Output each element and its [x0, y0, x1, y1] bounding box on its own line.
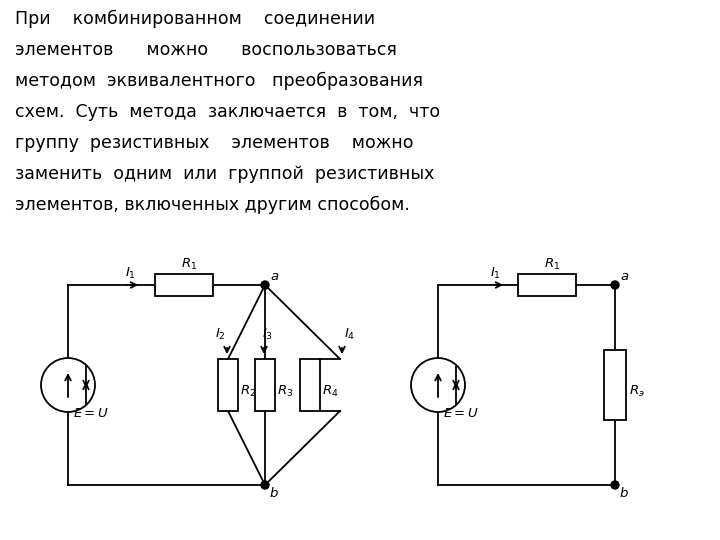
Text: При    комбинированном    соединении: При комбинированном соединении [15, 10, 375, 28]
Text: $R_2$: $R_2$ [240, 383, 256, 399]
Text: a: a [270, 270, 278, 283]
Bar [604, 350, 626, 420]
Text: $R_1$: $R_1$ [544, 257, 560, 272]
Bar [518, 274, 576, 296]
Circle shape [41, 358, 95, 412]
Circle shape [261, 481, 269, 489]
Text: a: a [620, 270, 628, 283]
Text: схем.  Суть  метода  заключается  в  том,  что: схем. Суть метода заключается в том, что [15, 103, 440, 121]
Text: $I_1$: $I_1$ [490, 266, 501, 281]
Text: методом  эквивалентного   преобразования: методом эквивалентного преобразования [15, 72, 423, 90]
Text: заменить  одним  или  группой  резистивных: заменить одним или группой резистивных [15, 165, 434, 183]
Text: $I_1$: $I_1$ [125, 266, 136, 281]
Circle shape [261, 281, 269, 289]
Text: b: b [620, 487, 629, 500]
Text: $R_3$: $R_3$ [277, 383, 293, 399]
Bar [300, 359, 320, 411]
Bar [155, 274, 213, 296]
Bar [218, 359, 238, 411]
Text: $R_4$: $R_4$ [322, 383, 338, 399]
Text: $I_4$: $I_4$ [344, 327, 355, 342]
Text: группу  резистивных    элементов    можно: группу резистивных элементов можно [15, 134, 413, 152]
Text: элементов, включенных другим способом.: элементов, включенных другим способом. [15, 196, 410, 214]
Bar [255, 359, 275, 411]
Text: $R_1$: $R_1$ [181, 257, 197, 272]
Circle shape [411, 358, 465, 412]
Circle shape [611, 281, 619, 289]
Text: b: b [270, 487, 279, 500]
Text: $R_э$: $R_э$ [629, 383, 645, 399]
Text: $I_3$: $I_3$ [262, 327, 273, 342]
Text: $E=U$: $E=U$ [73, 407, 109, 420]
Text: $I_2$: $I_2$ [215, 327, 226, 342]
Text: элементов      можно      воспользоваться: элементов можно воспользоваться [15, 41, 397, 59]
Circle shape [611, 481, 619, 489]
Text: $E=U$: $E=U$ [443, 407, 479, 420]
